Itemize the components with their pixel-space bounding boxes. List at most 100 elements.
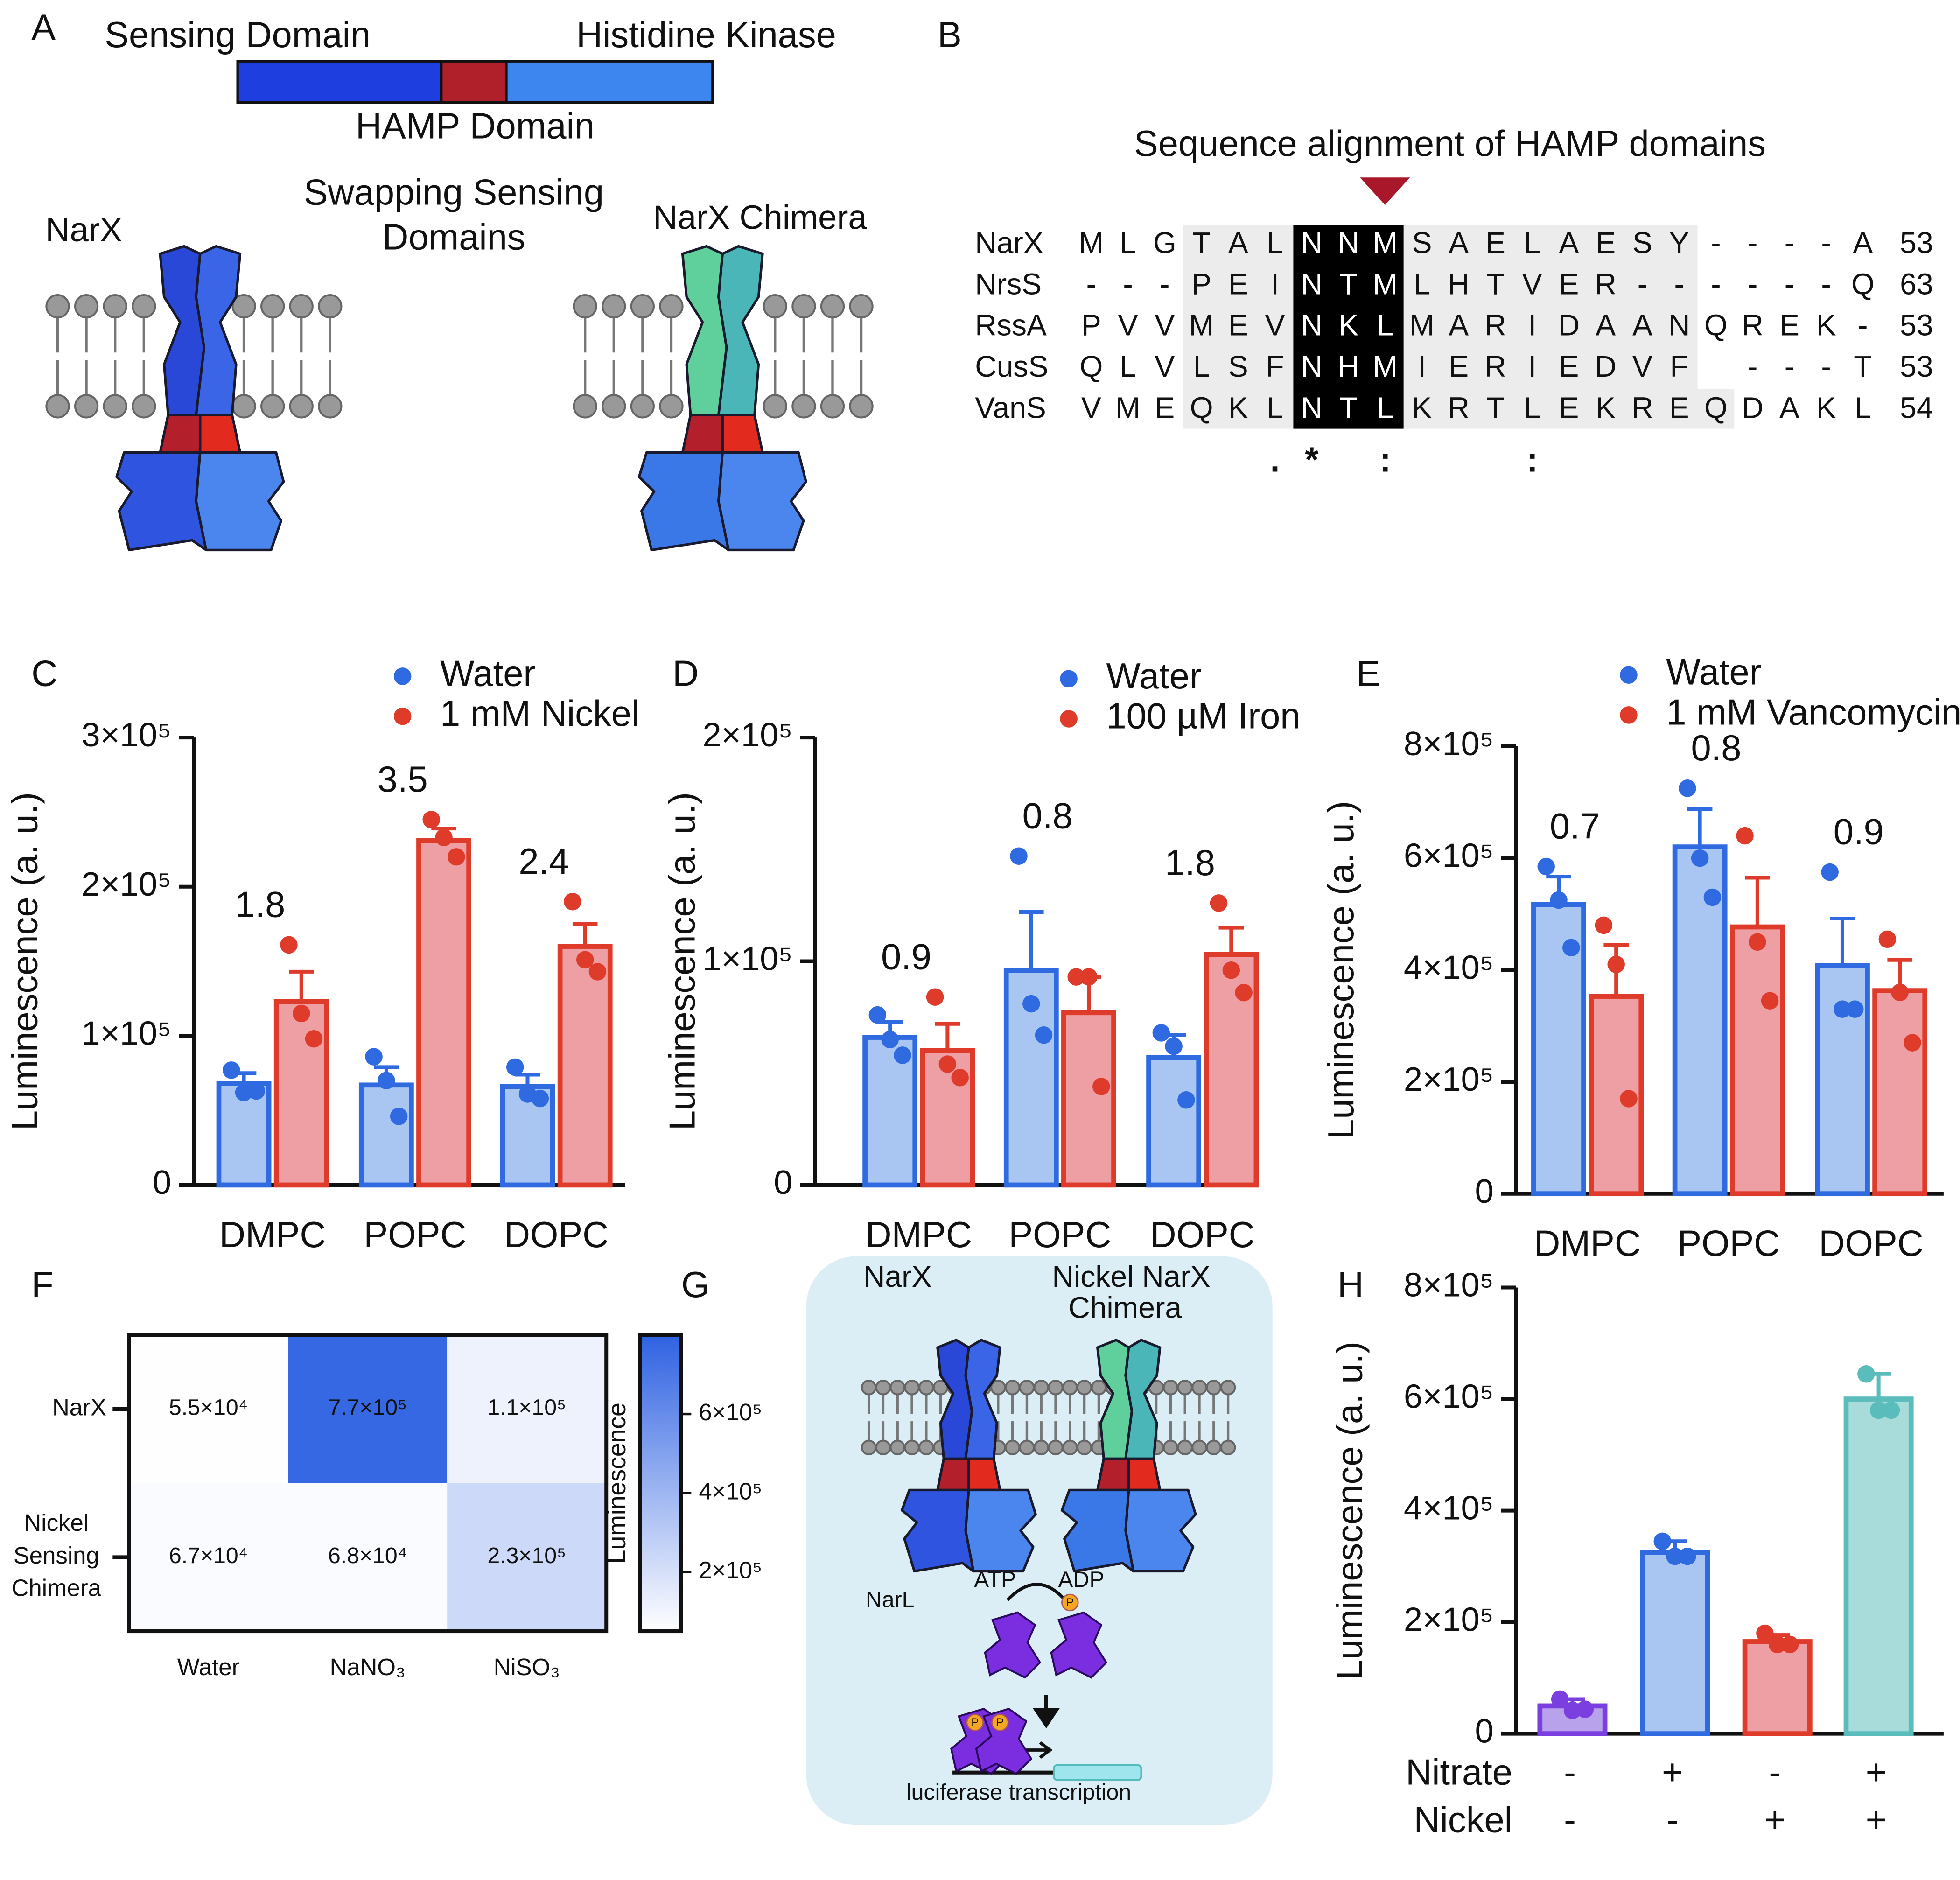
lipid-head: [103, 294, 127, 319]
residue: K: [1596, 391, 1616, 424]
lipid-head: [1033, 1380, 1049, 1396]
data-point: [1653, 1532, 1672, 1550]
lipid-head: [1206, 1439, 1222, 1456]
residue: -: [1858, 309, 1868, 342]
cell-label: 1.1×10⁵: [487, 1395, 566, 1420]
sequence-count: 53: [1900, 226, 1933, 260]
bar: [1146, 1055, 1202, 1188]
domain-label: Histidine Kinase: [576, 15, 836, 55]
residue: N: [1668, 309, 1690, 342]
residue: V: [1265, 309, 1285, 342]
conservation-mark: :: [1379, 440, 1391, 479]
phospho-group: [991, 1713, 1009, 1732]
residue: V: [1155, 309, 1175, 342]
kinase-domain: [115, 451, 208, 552]
legend-marker: [1620, 706, 1638, 724]
lipid-head: [260, 294, 285, 319]
data-point: [1756, 1624, 1774, 1642]
lipid-head: [630, 394, 655, 419]
data-point: [1761, 992, 1779, 1010]
phospho-label: P: [996, 1716, 1004, 1729]
sequence-name: RssA: [975, 309, 1047, 342]
data-point: [1551, 1690, 1569, 1708]
lipid-head: [904, 1380, 920, 1396]
residue: L: [1193, 350, 1210, 383]
residue: R: [1484, 350, 1506, 383]
residue: E: [1559, 350, 1579, 383]
residue: K: [1816, 309, 1836, 342]
fold-change-label: 0.9: [1834, 812, 1884, 852]
residue: N: [1301, 267, 1323, 301]
data-point: [1177, 1091, 1195, 1109]
column-label: NiSO₃: [494, 1654, 560, 1680]
flow-arrow: [1033, 1695, 1060, 1729]
error-bar: [1019, 910, 1044, 970]
luciferase-gene: [1053, 1764, 1142, 1781]
residue: F: [1266, 350, 1284, 383]
lipid-head: [820, 394, 845, 419]
panel-label: G: [681, 1265, 709, 1305]
residue: R: [1595, 267, 1616, 301]
condition-sign: +: [1866, 1800, 1887, 1840]
error-bar: [288, 969, 314, 1002]
residue: V: [1155, 350, 1175, 383]
heatmap-cell: [447, 1483, 607, 1632]
y-tick-label: 2×10⁵: [702, 716, 792, 754]
y-tick-label: 2×10⁵: [1404, 1061, 1494, 1098]
lipid-head: [1004, 1439, 1021, 1456]
residue: N: [1301, 350, 1323, 383]
lipid-head: [763, 394, 787, 419]
data-point: [435, 828, 453, 847]
sensing-domain: [1124, 1339, 1162, 1460]
residue: V: [1118, 309, 1138, 342]
lipid-head: [1191, 1439, 1207, 1456]
error-bar: [935, 1022, 960, 1051]
heatmap-cell: [288, 1335, 448, 1483]
residue: R: [1631, 391, 1653, 424]
condition-sign: -: [1769, 1753, 1781, 1793]
domain-label: HAMP Domain: [356, 106, 595, 146]
lipid-head: [1177, 1439, 1193, 1456]
residue: S: [1228, 350, 1248, 383]
narl-protein: [984, 1611, 1042, 1679]
data-point: [1703, 888, 1722, 906]
kinase-domain: [900, 1488, 975, 1573]
lipid-head: [1177, 1380, 1193, 1396]
fold-change-label: 0.8: [1022, 796, 1073, 836]
lipid-head: [1206, 1380, 1222, 1396]
conservation-mark: .: [1270, 440, 1280, 479]
residue: I: [1418, 350, 1426, 383]
sequence-count: 53: [1900, 350, 1933, 383]
kinase-domain: [1060, 1488, 1135, 1573]
data-point: [506, 1058, 524, 1076]
y-tick-label: 0: [1475, 1713, 1494, 1750]
y-tick-label: 4×10⁵: [1404, 949, 1494, 986]
bar: [1742, 1639, 1813, 1737]
lipid-head: [918, 1439, 934, 1456]
lipid-head: [1191, 1380, 1207, 1396]
row-label: Sensing: [14, 1542, 99, 1569]
legend-marker: [1620, 666, 1638, 684]
hamp-domain: [681, 414, 724, 454]
data-point: [1092, 1078, 1110, 1095]
data-point: [223, 1061, 240, 1079]
y-tick-label: 2×10⁵: [81, 866, 171, 903]
sequence-count: 63: [1900, 267, 1933, 301]
data-point: [926, 988, 944, 1006]
kinase-domain: [964, 1488, 1037, 1573]
residue: E: [1559, 267, 1579, 301]
fold-change-label: 1.8: [235, 885, 285, 925]
residue: T: [1339, 267, 1358, 301]
cell-label: 2.3×10⁵: [487, 1543, 566, 1568]
y-tick-label: 0: [1475, 1173, 1494, 1210]
residue: E: [1155, 391, 1175, 424]
lipid-head: [1048, 1380, 1064, 1396]
residue: S: [1632, 226, 1652, 260]
residue: M: [1079, 226, 1104, 260]
legend-label: Water: [440, 653, 535, 694]
residue: H: [1448, 267, 1470, 301]
kinase-domain: [195, 451, 285, 552]
hamp-domain: [1096, 1457, 1130, 1492]
fold-change-label: 2.4: [518, 842, 569, 882]
